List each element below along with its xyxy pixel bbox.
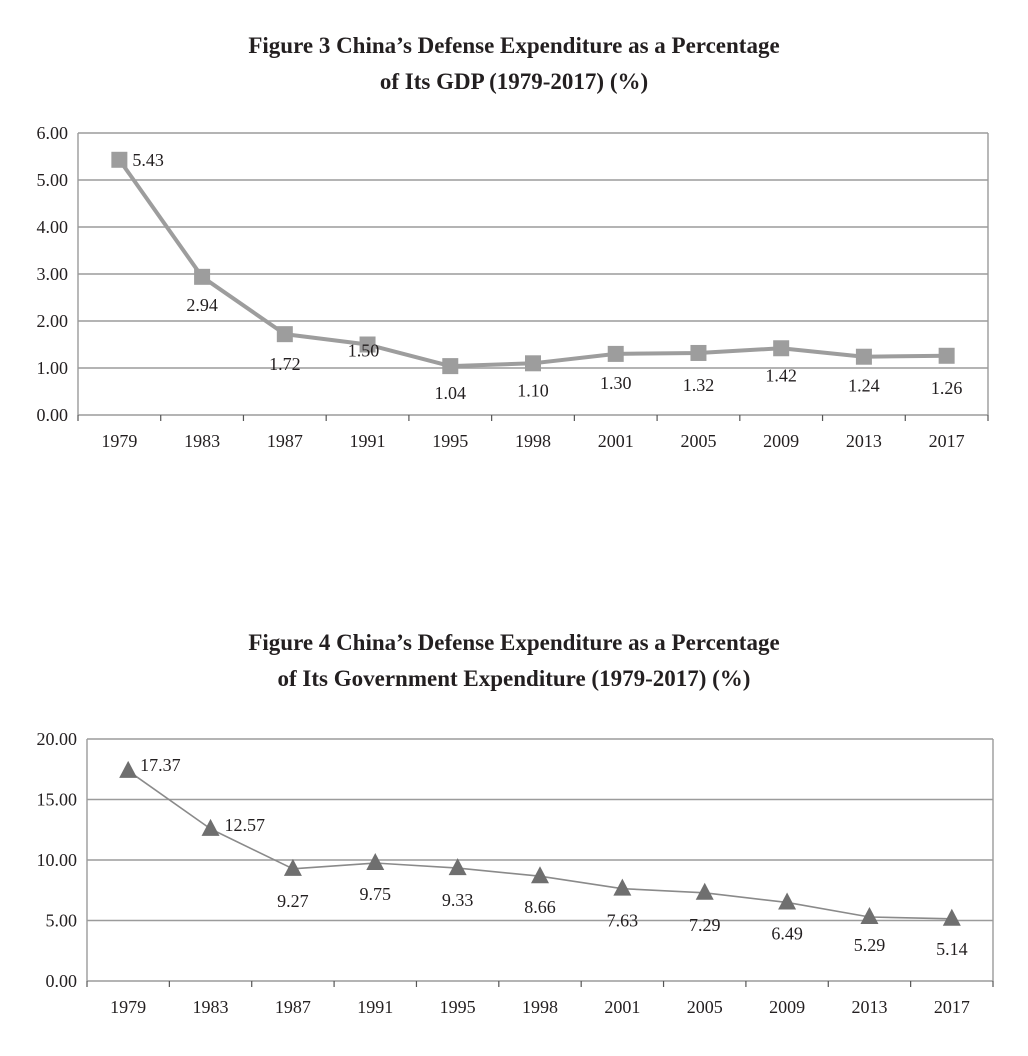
x-tick-label: 2001 bbox=[604, 997, 640, 1017]
chart2-title: Figure 4 China’s Defense Expenditure as … bbox=[0, 625, 1028, 697]
x-tick-label: 1995 bbox=[432, 431, 468, 451]
data-label: 1.30 bbox=[600, 373, 632, 393]
data-label: 1.32 bbox=[683, 375, 715, 395]
data-point bbox=[531, 866, 549, 884]
x-tick-label: 1991 bbox=[357, 997, 393, 1017]
y-tick-label: 6.00 bbox=[37, 123, 69, 143]
data-label: 7.63 bbox=[607, 911, 639, 931]
data-point bbox=[276, 326, 293, 343]
x-tick-label: 2009 bbox=[769, 997, 805, 1017]
data-point bbox=[525, 355, 541, 372]
data-label: 2.94 bbox=[186, 295, 218, 315]
data-point bbox=[855, 348, 872, 365]
data-label: 17.37 bbox=[140, 755, 181, 775]
data-point bbox=[111, 151, 128, 168]
data-label: 9.75 bbox=[360, 884, 392, 904]
data-point bbox=[194, 268, 211, 285]
data-label: 1.50 bbox=[348, 341, 380, 361]
data-label: 1.42 bbox=[765, 365, 797, 385]
x-tick-label: 2001 bbox=[598, 431, 634, 451]
data-point bbox=[448, 858, 467, 876]
x-tick-label: 2013 bbox=[846, 431, 882, 451]
data-point bbox=[938, 347, 955, 364]
y-tick-label: 0.00 bbox=[46, 971, 78, 991]
data-point bbox=[860, 906, 879, 924]
x-tick-label: 1979 bbox=[110, 997, 146, 1017]
chart1-plot: 0.00 1.00 2.00 3.00 4.00 5.00 6.00 1979 1983 1987… bbox=[37, 123, 989, 451]
data-point bbox=[201, 818, 220, 836]
data-label: 1.04 bbox=[435, 383, 467, 403]
y-tick-label: 0.00 bbox=[37, 405, 69, 425]
x-tick-label: 1987 bbox=[275, 997, 311, 1017]
data-label: 9.27 bbox=[277, 891, 309, 911]
data-point bbox=[442, 358, 459, 375]
data-point bbox=[283, 858, 302, 876]
data-label: 7.29 bbox=[689, 915, 721, 935]
y-tick-label: 20.00 bbox=[37, 729, 78, 749]
data-point bbox=[119, 760, 138, 778]
data-point bbox=[366, 853, 385, 871]
x-tick-label: 1983 bbox=[184, 431, 220, 451]
data-label: 6.49 bbox=[771, 923, 803, 943]
data-point bbox=[359, 336, 376, 353]
x-tick-label: 1987 bbox=[267, 431, 303, 451]
x-tick-label: 2005 bbox=[680, 431, 716, 451]
chart2-title-line1: Figure 4 China’s Defense Expenditure as … bbox=[248, 630, 780, 655]
chart1-title-line1: Figure 3 China’s Defense Expenditure as … bbox=[248, 33, 780, 58]
x-tick-label: 2017 bbox=[929, 431, 965, 451]
x-tick-label: 2009 bbox=[763, 431, 799, 451]
data-point bbox=[613, 878, 632, 896]
y-tick-label: 3.00 bbox=[37, 264, 69, 284]
y-tick-label: 15.00 bbox=[37, 790, 78, 810]
x-tick-label: 1998 bbox=[515, 431, 551, 451]
data-label: 9.33 bbox=[442, 890, 474, 910]
data-point bbox=[607, 345, 624, 362]
data-point bbox=[778, 892, 797, 910]
x-tick-label: 1983 bbox=[193, 997, 229, 1017]
x-tick-label: 1991 bbox=[350, 431, 386, 451]
chart2-title-line2: of Its Government Expenditure (1979-2017… bbox=[277, 666, 751, 691]
x-tick-label: 1998 bbox=[522, 997, 558, 1017]
x-tick-label: 1995 bbox=[440, 997, 476, 1017]
y-tick-label: 4.00 bbox=[37, 217, 69, 237]
y-tick-label: 10.00 bbox=[37, 850, 78, 870]
data-label: 5.43 bbox=[132, 150, 164, 170]
x-tick-label: 1979 bbox=[101, 431, 137, 451]
data-point bbox=[942, 908, 961, 926]
chart1-title-line2: of Its GDP (1979-2017) (%) bbox=[379, 69, 649, 94]
y-tick-label: 5.00 bbox=[46, 911, 78, 931]
data-label: 1.24 bbox=[848, 376, 880, 396]
y-tick-label: 5.00 bbox=[37, 170, 69, 190]
x-tick-label: 2017 bbox=[934, 997, 970, 1017]
chart1-title: Figure 3 China’s Defense Expenditure as … bbox=[0, 28, 1028, 100]
data-label: 1.72 bbox=[269, 354, 301, 374]
x-tick-label: 2013 bbox=[851, 997, 887, 1017]
data-label: 5.14 bbox=[936, 939, 968, 959]
y-tick-label: 2.00 bbox=[37, 311, 69, 331]
data-label: 1.10 bbox=[517, 380, 549, 400]
data-label: 12.57 bbox=[225, 815, 266, 835]
data-label: 1.26 bbox=[931, 378, 963, 398]
data-point bbox=[690, 344, 707, 361]
data-point bbox=[773, 340, 790, 357]
y-tick-label: 1.00 bbox=[37, 358, 69, 378]
data-label: 5.29 bbox=[854, 935, 886, 955]
data-point bbox=[695, 882, 714, 900]
x-tick-label: 2005 bbox=[687, 997, 723, 1017]
data-label: 8.66 bbox=[524, 897, 556, 917]
